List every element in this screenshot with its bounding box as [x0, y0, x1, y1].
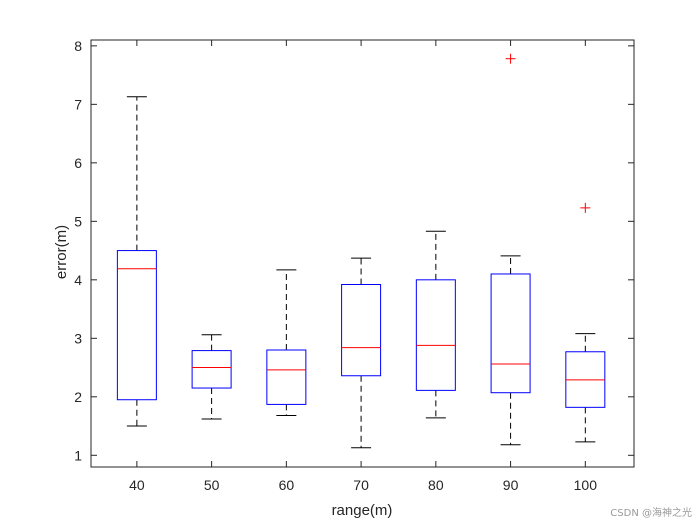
box-90: [490, 273, 531, 394]
y-tick-label: 3: [74, 330, 82, 346]
box-60: [266, 349, 307, 405]
box-40: [116, 250, 157, 401]
x-tick-label: 70: [353, 477, 369, 493]
box-50: [191, 350, 232, 389]
y-tick-label: 5: [74, 213, 82, 229]
y-tick-label: 8: [74, 38, 82, 54]
y-tick-label: 6: [74, 155, 82, 171]
plot-area: 1 2 3 4 5 6 7 8 40 50 60 70 80 90 100: [74, 38, 635, 493]
y-axis-title: error(m): [53, 225, 70, 279]
x-tick-label: 100: [574, 477, 598, 493]
box-80: [415, 279, 456, 391]
y-tick-label: 2: [74, 389, 82, 405]
x-axis-title: range(m): [332, 502, 393, 519]
x-tick-label: 90: [503, 477, 519, 493]
box-70: [341, 284, 382, 377]
plot-frame: [90, 39, 635, 468]
x-tick-label: 80: [428, 477, 444, 493]
x-tick-label: 50: [204, 477, 220, 493]
watermark-text: CSDN @海神之光: [610, 508, 692, 519]
x-tick-label: 60: [279, 477, 295, 493]
x-tick-label: 40: [129, 477, 145, 493]
y-tick-label: 7: [74, 96, 82, 112]
y-tick-label: 4: [74, 272, 82, 288]
y-tick-label: 1: [74, 447, 82, 463]
